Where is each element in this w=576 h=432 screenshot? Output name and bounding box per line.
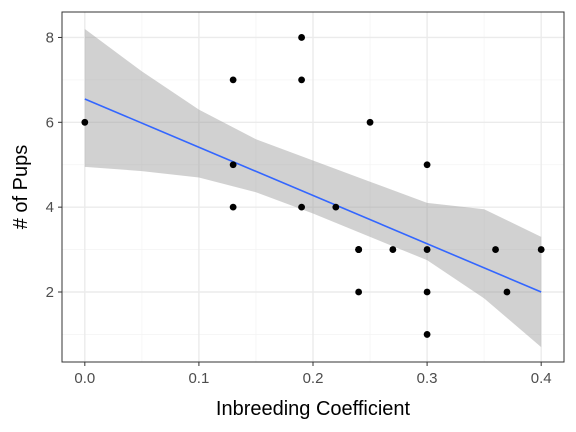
data-point <box>229 161 237 169</box>
data-point <box>229 76 237 84</box>
x-axis-title: Inbreeding Coefficient <box>216 398 411 420</box>
data-point <box>229 203 237 211</box>
regression-line-layer <box>84 98 542 293</box>
data-point <box>423 161 431 169</box>
data-point <box>355 288 363 296</box>
data-point <box>389 246 397 253</box>
y-tick-label: 4 <box>46 199 54 216</box>
data-point <box>423 331 431 338</box>
y-tick-label: 8 <box>46 29 54 46</box>
regression-line <box>84 98 542 293</box>
y-axis-title: # of Pups <box>10 145 32 230</box>
confidence-band <box>84 28 542 348</box>
y-tick-label: 2 <box>46 284 54 301</box>
data-point <box>503 288 511 296</box>
x-tick-label: 0.2 <box>303 370 324 387</box>
data-point <box>298 203 305 211</box>
x-tick-label: 0.3 <box>417 370 438 387</box>
data-point <box>366 118 374 126</box>
data-point <box>423 288 431 296</box>
data-point <box>332 203 340 211</box>
data-point <box>492 246 499 253</box>
data-point <box>298 76 305 84</box>
data-point <box>355 246 363 253</box>
x-tick-label: 0.4 <box>531 370 552 387</box>
y-axis-ticks: 2 4 6 8 <box>46 29 62 301</box>
data-point <box>423 246 431 253</box>
x-axis-ticks: 0.0 0.1 0.2 0.3 0.4 <box>74 362 552 387</box>
points-layer <box>81 34 545 338</box>
data-point <box>537 246 545 253</box>
x-tick-label: 0.1 <box>188 370 209 387</box>
x-tick-label: 0.0 <box>74 370 95 387</box>
data-point <box>298 34 305 41</box>
confidence-band-layer <box>84 28 542 348</box>
major-grid <box>62 12 564 362</box>
data-point <box>81 118 89 126</box>
y-tick-label: 6 <box>46 114 54 131</box>
